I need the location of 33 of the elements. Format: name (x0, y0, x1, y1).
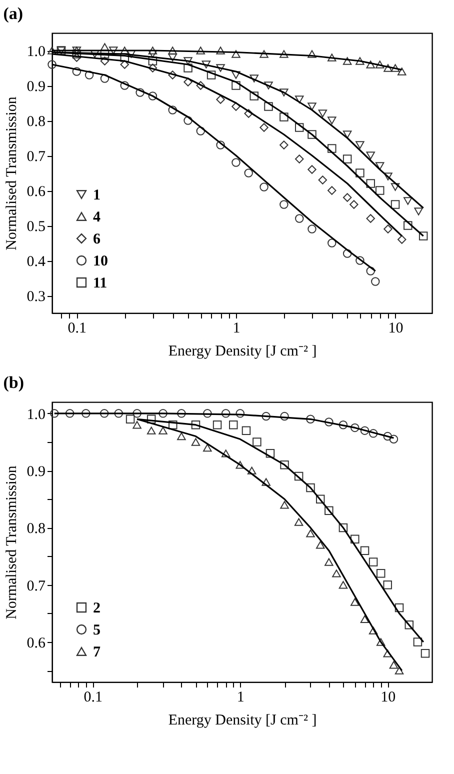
x-axis-title: Energy Density [J cm⁻² ] (168, 344, 317, 360)
x-tick-label: 0.1 (68, 320, 87, 336)
x-tick-label: 0.1 (84, 690, 103, 706)
chart-title: (b) (3, 373, 24, 392)
y-tick-label: 0.6 (26, 184, 46, 200)
y-tick-label: 0.3 (26, 289, 46, 305)
y-tick-label: 1.0 (26, 406, 46, 423)
x-tick-label: 10 (388, 320, 404, 336)
y-tick-label: 1.0 (26, 44, 46, 60)
y-tick-label: 0.8 (26, 521, 46, 538)
legend-label: 1 (93, 188, 100, 204)
y-tick-label: 0.8 (26, 114, 46, 130)
x-tick-label: 1 (236, 690, 244, 706)
y-axis-title: Normalised Transmission (4, 465, 20, 620)
y-tick-label: 0.7 (26, 578, 46, 594)
legend-label: 10 (93, 254, 108, 270)
legend-label: 7 (93, 644, 101, 660)
x-axis-title: Energy Density [J cm⁻² ] (168, 712, 317, 728)
x-tick-label: 10 (380, 690, 396, 706)
chart-title: (a) (3, 4, 24, 23)
x-tick-label: 1 (232, 320, 240, 336)
legend-label: 4 (93, 210, 101, 226)
y-tick-label: 0.9 (26, 79, 46, 95)
legend-label: 2 (93, 600, 100, 616)
y-tick-label: 0.7 (26, 149, 46, 165)
y-axis-title: Normalised Transmission (4, 96, 20, 250)
y-tick-label: 0.5 (26, 219, 46, 235)
y-tick-label: 0.6 (26, 636, 46, 652)
y-tick-label: 0.4 (26, 254, 46, 270)
y-tick-label: 0.9 (26, 464, 46, 480)
legend-label: 11 (93, 276, 108, 292)
legend-label: 5 (93, 622, 100, 638)
legend-label: 6 (93, 232, 101, 248)
